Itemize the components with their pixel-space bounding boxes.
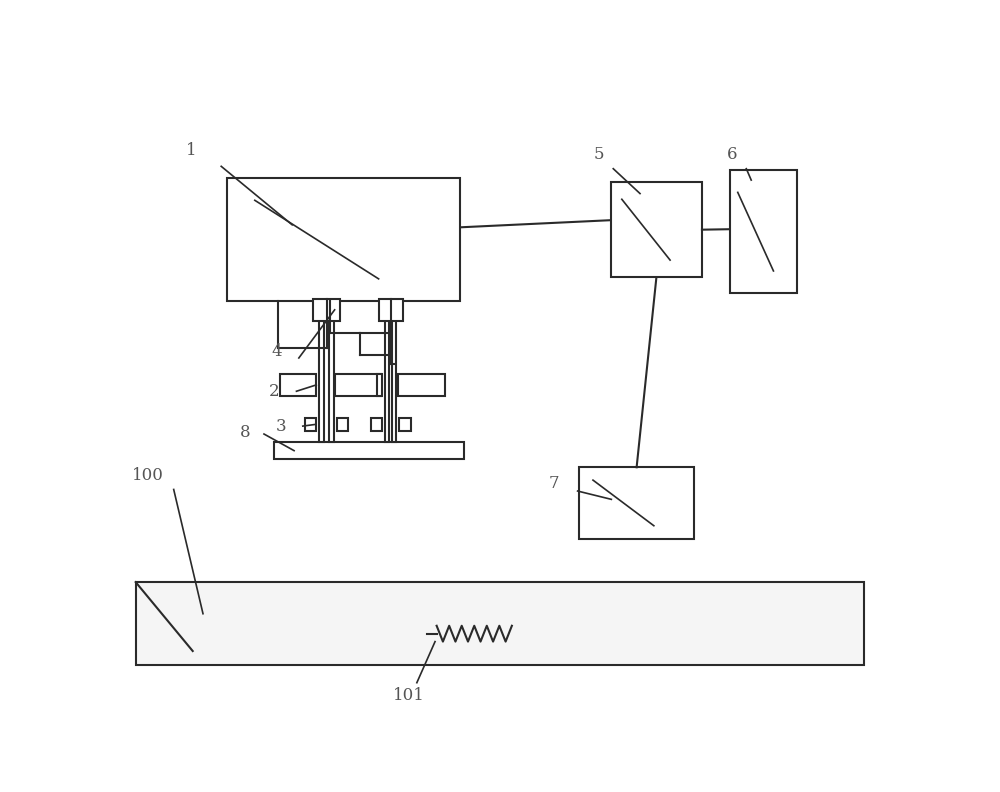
Bar [319,301,324,442]
Bar [399,418,411,431]
Bar [136,582,864,665]
Bar [371,418,382,431]
Text: 2: 2 [269,383,280,400]
Text: 101: 101 [393,687,425,704]
Bar [335,374,381,396]
Bar [392,301,396,442]
Bar [227,178,460,301]
Bar [730,170,797,293]
Text: 5: 5 [594,146,604,163]
Bar [305,418,316,431]
Bar [611,182,702,277]
Text: 100: 100 [132,466,164,484]
Text: 6: 6 [727,146,737,163]
Text: 7: 7 [549,474,559,492]
Bar [337,418,348,431]
Text: 8: 8 [240,424,250,441]
Bar [385,301,389,442]
Bar [280,374,316,396]
Bar [313,299,340,321]
Bar [377,374,382,396]
Text: 4: 4 [271,343,282,360]
Bar [329,301,334,442]
Text: 1: 1 [186,142,196,159]
Bar [398,374,445,396]
Bar [579,467,694,539]
Bar [274,442,464,459]
Bar [379,299,403,321]
Text: 3: 3 [275,417,286,435]
